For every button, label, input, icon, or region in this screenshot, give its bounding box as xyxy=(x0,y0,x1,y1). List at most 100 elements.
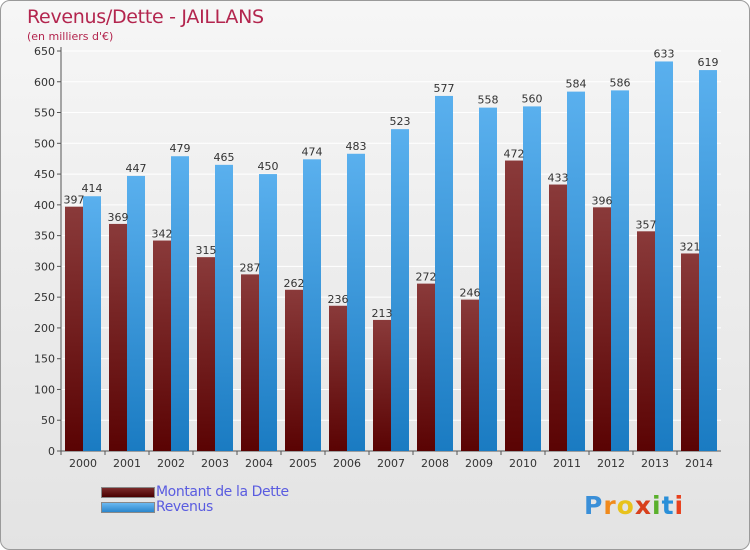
data-label-revenue: 474 xyxy=(302,145,323,158)
x-tick-label: 2010 xyxy=(509,457,537,470)
logo-letter: P xyxy=(584,491,604,520)
bar-debt xyxy=(505,160,523,452)
bar-debt xyxy=(373,319,391,451)
bar-revenue xyxy=(303,159,321,452)
bar-revenue xyxy=(435,95,453,451)
data-label-revenue: 560 xyxy=(522,92,543,105)
bar-revenue xyxy=(567,91,585,451)
logo-letter: o xyxy=(616,491,635,520)
x-tick-label: 2006 xyxy=(333,457,361,470)
data-label-revenue: 558 xyxy=(478,94,499,107)
bar-revenue xyxy=(171,156,189,451)
data-label-revenue: 584 xyxy=(566,78,587,91)
bar-revenue xyxy=(391,129,409,451)
y-tick-label: 100 xyxy=(34,383,55,396)
legend-swatch-revenue xyxy=(101,502,155,513)
bar-debt xyxy=(109,223,127,451)
y-tick-label: 200 xyxy=(34,322,55,335)
x-tick-label: 2014 xyxy=(685,457,713,470)
bar-debt xyxy=(65,206,83,451)
y-tick-label: 350 xyxy=(34,230,55,243)
axes: 0 50 100 150 200 250 300 350 400 450 500 550 600 650 2… xyxy=(34,45,721,470)
logo-letter: i xyxy=(652,491,662,520)
data-label-debt: 396 xyxy=(592,194,613,207)
bar-revenue xyxy=(347,153,365,451)
data-label-revenue: 523 xyxy=(390,115,411,128)
data-label-revenue: 447 xyxy=(126,162,147,175)
data-label-revenue: 633 xyxy=(654,47,675,60)
logo-letter: t xyxy=(661,491,675,520)
data-label-revenue: 450 xyxy=(258,160,279,173)
data-label-debt: 315 xyxy=(196,244,217,257)
data-label-debt: 433 xyxy=(548,172,569,185)
data-label-debt: 342 xyxy=(152,228,173,241)
chart-title: Revenus/Dette - JAILLANS xyxy=(27,6,264,28)
data-label-debt: 397 xyxy=(64,194,85,207)
x-tick-label: 2004 xyxy=(245,457,273,470)
bar-revenue xyxy=(523,106,541,451)
bar-debt xyxy=(285,289,303,451)
x-tick-label: 2005 xyxy=(289,457,317,470)
x-tick-label: 2003 xyxy=(201,457,229,470)
bar-debt xyxy=(329,305,347,451)
x-tick-label: 2002 xyxy=(157,457,185,470)
logo-letter: i xyxy=(674,491,685,520)
data-label-revenue: 577 xyxy=(434,82,455,95)
bar-revenue xyxy=(699,70,717,452)
y-tick-label: 550 xyxy=(34,107,55,120)
data-label-debt: 246 xyxy=(460,287,481,300)
y-tick-label: 600 xyxy=(34,76,55,89)
bar-debt xyxy=(197,257,215,451)
proxiti-logo: Proxiti xyxy=(584,491,684,520)
data-label-debt: 287 xyxy=(240,261,261,274)
data-label-debt: 321 xyxy=(680,240,701,253)
y-tick-label: 50 xyxy=(41,414,55,427)
y-tick-label: 500 xyxy=(34,137,55,150)
y-tick-label: 450 xyxy=(34,168,55,181)
y-tick-label: 400 xyxy=(34,199,55,212)
data-label-debt: 472 xyxy=(504,148,525,161)
x-tick-label: 2001 xyxy=(113,457,141,470)
legend-label-revenue: Revenus xyxy=(156,499,213,515)
y-tick-label: 150 xyxy=(34,353,55,366)
bars xyxy=(65,61,717,452)
data-label-debt: 262 xyxy=(284,277,305,290)
bar-revenue xyxy=(479,107,497,451)
legend-label-debt: Montant de la Dette xyxy=(156,484,289,500)
y-tick-label: 0 xyxy=(48,445,55,458)
data-label-debt: 272 xyxy=(416,271,437,284)
bar-revenue xyxy=(259,174,277,452)
data-label-revenue: 414 xyxy=(82,182,103,195)
logo-letter: r xyxy=(603,491,617,520)
data-label-debt: 236 xyxy=(328,293,349,306)
data-label-debt: 213 xyxy=(372,307,393,320)
bar-debt xyxy=(549,184,567,452)
x-tick-label: 2007 xyxy=(377,457,405,470)
bar-revenue xyxy=(83,196,101,451)
bar-revenue xyxy=(215,164,233,451)
x-tick-label: 2011 xyxy=(553,457,581,470)
bar-debt xyxy=(637,231,655,451)
data-label-debt: 357 xyxy=(636,218,657,231)
x-tick-label: 2013 xyxy=(641,457,669,470)
bar-debt xyxy=(461,299,479,451)
y-tick-label: 300 xyxy=(34,260,55,273)
x-tick-label: 2008 xyxy=(421,457,449,470)
bar-debt xyxy=(241,274,259,451)
data-label-revenue: 465 xyxy=(214,151,235,164)
x-tick-label: 2012 xyxy=(597,457,625,470)
data-label-revenue: 479 xyxy=(170,142,191,155)
chart-subtitle: (en milliers d'€) xyxy=(27,30,114,43)
data-label-revenue: 586 xyxy=(610,76,631,89)
data-label-debt: 369 xyxy=(108,211,129,224)
legend-swatch-debt xyxy=(101,487,155,498)
logo-letter: x xyxy=(634,491,652,520)
bar-debt xyxy=(417,283,435,451)
bar-debt xyxy=(153,240,171,451)
data-label-revenue: 619 xyxy=(698,56,719,69)
y-tick-label: 250 xyxy=(34,291,55,304)
bar-debt xyxy=(593,207,611,451)
